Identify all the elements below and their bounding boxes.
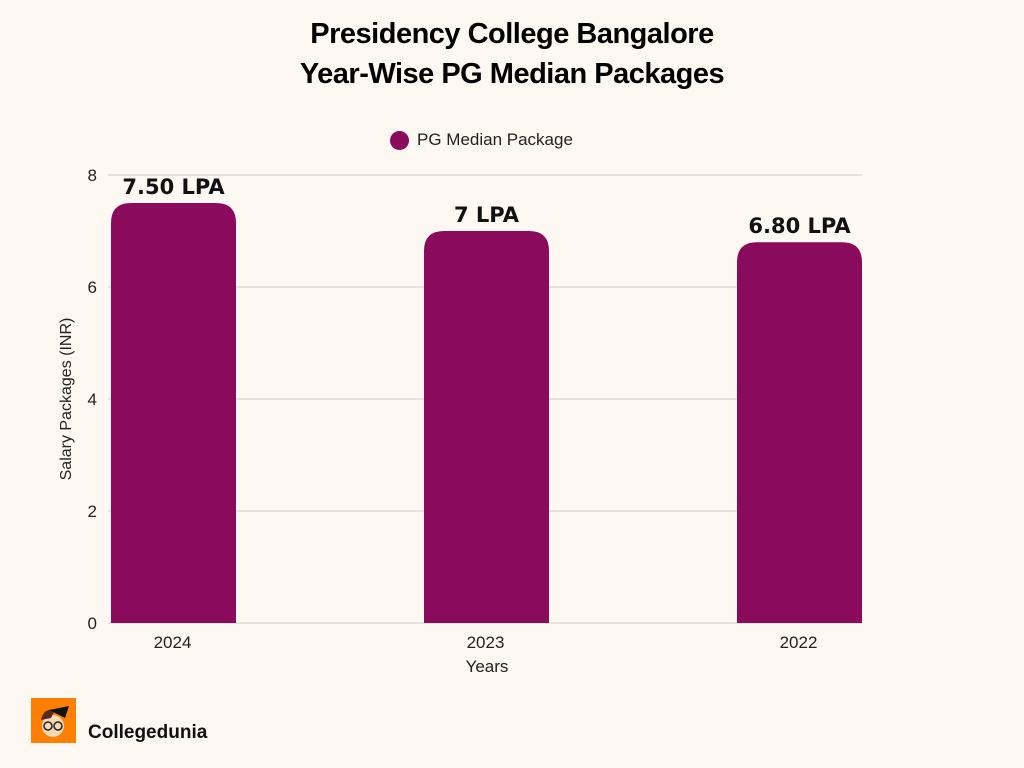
chart-title-line2: Year-Wise PG Median Packages	[299, 58, 725, 90]
y-axis-label: Salary Packages (INR)	[58, 318, 75, 481]
y-tick-label: 0	[88, 614, 97, 633]
y-tick-label: 8	[88, 166, 97, 185]
data-label: 7.50 LPA	[122, 175, 225, 199]
x-tick-label: 2022	[780, 633, 818, 652]
bar-2023	[424, 231, 549, 623]
y-tick-label: 6	[88, 278, 97, 297]
y-tick-label: 2	[88, 502, 97, 521]
collegedunia-logo	[31, 698, 76, 743]
x-tick-label: 2023	[467, 633, 505, 652]
brand-name: Collegedunia	[88, 722, 208, 743]
chart-title-line1: Presidency College Bangalore	[310, 18, 714, 50]
legend: PG Median Package	[390, 130, 573, 150]
legend-label: PG Median Package	[417, 130, 573, 149]
x-axis-label: Years	[466, 657, 509, 676]
data-label: 7 LPA	[454, 203, 520, 227]
data-label: 6.80 LPA	[748, 214, 851, 238]
y-tick-label: 4	[88, 390, 97, 409]
bar-2022	[737, 242, 862, 623]
x-tick-label: 2024	[154, 633, 192, 652]
bar-2024	[111, 203, 236, 623]
mascot-icon	[41, 706, 69, 737]
legend-marker	[390, 130, 409, 150]
